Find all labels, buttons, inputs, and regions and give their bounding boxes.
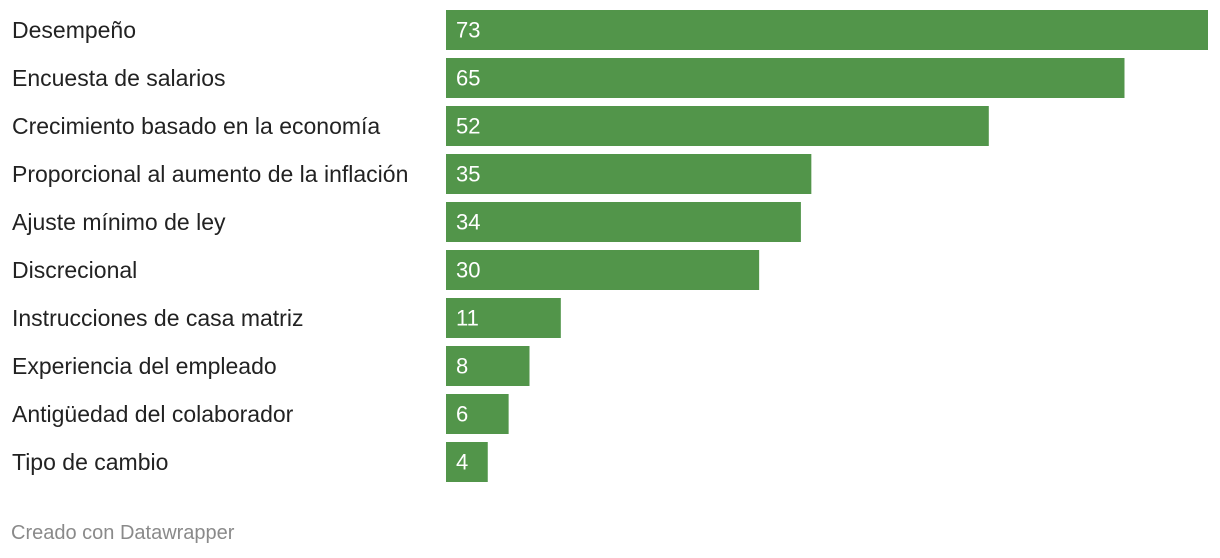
datawrapper-credit[interactable]: Creado con Datawrapper bbox=[11, 522, 235, 544]
bar bbox=[446, 154, 812, 194]
value-label: 30 bbox=[456, 258, 480, 283]
category-label: Antigüedad del colaborador bbox=[12, 401, 294, 427]
value-label: 11 bbox=[456, 306, 479, 331]
bar bbox=[446, 442, 488, 482]
bar bbox=[446, 106, 989, 146]
value-label: 65 bbox=[456, 66, 480, 91]
bar bbox=[446, 250, 760, 290]
category-label: Proporcional al aumento de la inflación bbox=[12, 161, 408, 187]
bar bbox=[446, 10, 1208, 50]
category-label: Instrucciones de casa matriz bbox=[12, 305, 303, 331]
bar bbox=[446, 202, 801, 242]
value-label: 73 bbox=[456, 18, 480, 43]
category-label: Discrecional bbox=[12, 257, 137, 283]
value-label: 34 bbox=[456, 210, 480, 235]
category-label: Desempeño bbox=[12, 17, 136, 43]
value-label: 6 bbox=[456, 402, 468, 427]
category-label: Tipo de cambio bbox=[12, 449, 168, 475]
category-label: Encuesta de salarios bbox=[12, 65, 226, 91]
value-label: 35 bbox=[456, 162, 480, 187]
category-label: Experiencia del empleado bbox=[12, 353, 277, 379]
category-label: Ajuste mínimo de ley bbox=[12, 209, 226, 235]
bar bbox=[446, 394, 509, 434]
bar bbox=[446, 298, 561, 338]
bar bbox=[446, 58, 1125, 98]
category-label: Crecimiento basado en la economía bbox=[12, 113, 380, 139]
value-label: 4 bbox=[456, 450, 468, 475]
bar bbox=[446, 346, 530, 386]
value-label: 52 bbox=[456, 114, 480, 139]
value-label: 8 bbox=[456, 354, 468, 379]
bar-chart: Desempeño 73 Encuesta de salarios 65 Crecimi… bbox=[12, 10, 1208, 482]
